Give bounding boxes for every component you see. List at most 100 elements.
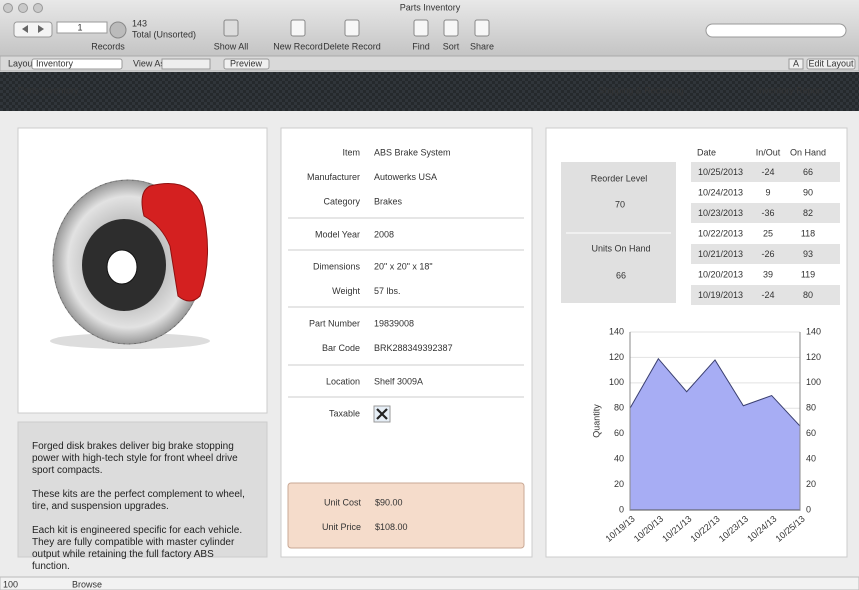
field-label: Location xyxy=(326,376,360,386)
toolbar-button[interactable]: Delete Record xyxy=(323,41,381,51)
description-paragraph: Each kit is engineered specific for each… xyxy=(32,525,243,572)
field-label: Category xyxy=(323,196,360,206)
field-value: ABS Brake System xyxy=(374,147,451,157)
table-cell: 9 xyxy=(765,187,770,197)
table-row xyxy=(691,244,840,264)
table-row xyxy=(691,223,840,244)
table-cell: 10/21/2013 xyxy=(698,249,743,259)
y2-tick-label: 100 xyxy=(806,377,821,387)
preview-button[interactable] xyxy=(223,58,270,70)
toolbar-icon xyxy=(290,19,306,37)
table-header: In/Out xyxy=(756,147,781,157)
minimize-button[interactable] xyxy=(18,3,28,13)
table-cell: 66 xyxy=(803,167,813,177)
header-bg xyxy=(0,72,859,111)
table-cell: 80 xyxy=(803,290,813,300)
field-label: Taxable xyxy=(329,408,360,418)
mode: Browse xyxy=(72,579,102,589)
y-tick-label: 80 xyxy=(614,403,624,413)
field-label: Model Year xyxy=(315,229,360,239)
table-cell: 10/22/2013 xyxy=(698,228,743,238)
table-row xyxy=(691,285,840,305)
text-size-button[interactable] xyxy=(788,58,804,70)
field-label: Weight xyxy=(332,286,360,296)
y-axis-label: Quantity xyxy=(591,404,601,438)
on-hand-label: Units On Hand xyxy=(591,243,650,253)
table-cell: -26 xyxy=(761,249,774,259)
description-panel xyxy=(17,421,268,558)
table-cell: 10/23/2013 xyxy=(698,208,743,218)
text-size-label: A xyxy=(793,58,799,68)
y-tick-label: 60 xyxy=(614,428,624,438)
status-bar xyxy=(0,576,859,590)
y2-tick-label: 20 xyxy=(806,479,816,489)
y2-tick-label: 140 xyxy=(806,326,821,336)
zoom-level: 100 xyxy=(3,579,18,589)
toolbar-button[interactable]: Find xyxy=(412,41,430,51)
table-row xyxy=(691,203,840,223)
description: Forged disk brakes deliver big brake sto… xyxy=(32,441,254,585)
reorder-label: Reorder Level xyxy=(591,173,648,183)
y2-tick-label: 40 xyxy=(806,454,816,464)
brake-image xyxy=(50,179,210,349)
y-tick-label: 120 xyxy=(609,352,624,362)
y-tick-label: 100 xyxy=(609,377,624,387)
y-tick-label: 0 xyxy=(619,504,624,514)
tab-inventory-report[interactable]: Inventory Report xyxy=(757,85,824,95)
table-header: On Hand xyxy=(790,147,826,157)
table-row xyxy=(691,162,840,182)
edit-layout-button[interactable] xyxy=(806,58,856,70)
price-label: Unit Cost xyxy=(324,497,362,507)
field-value: BRK288349392387 xyxy=(374,343,453,353)
table-cell: -36 xyxy=(761,208,774,218)
records-label: Records xyxy=(91,41,125,51)
tab-shipping[interactable]: Shipping & Receiving xyxy=(598,85,684,95)
zoom-button[interactable] xyxy=(33,3,43,13)
layout-menu[interactable] xyxy=(31,58,123,70)
view-buttons[interactable] xyxy=(161,58,211,70)
y2-tick-label: 80 xyxy=(806,403,816,413)
toolbar-icon xyxy=(344,19,360,37)
table-row xyxy=(691,182,840,203)
close-button[interactable] xyxy=(3,3,13,13)
toolbar-button[interactable]: Show All xyxy=(214,41,249,51)
preview-label: Preview xyxy=(230,58,263,68)
pricing-box xyxy=(287,482,525,549)
table-cell: -24 xyxy=(761,290,774,300)
on-hand-value: 66 xyxy=(616,270,626,280)
table-cell: 119 xyxy=(801,269,815,279)
table-cell: 10/20/2013 xyxy=(698,269,743,279)
description-paragraph: These kits are the perfect complement to… xyxy=(32,489,245,512)
field-label: Dimensions xyxy=(313,261,361,271)
price-label: Unit Price xyxy=(322,522,361,532)
field-label: Manufacturer xyxy=(307,172,360,182)
view-as-label: View As: xyxy=(133,58,167,68)
toolbar-icon xyxy=(413,19,429,37)
field-label: Item xyxy=(342,147,360,157)
toolbar-button[interactable]: Sort xyxy=(443,41,460,51)
table-cell: 10/19/2013 xyxy=(698,290,743,300)
y-tick-label: 140 xyxy=(609,326,624,336)
layout-label: Layout: xyxy=(8,58,38,68)
table-cell: 82 xyxy=(803,208,813,218)
toolbar-button[interactable]: New Record xyxy=(273,41,323,51)
reorder-value: 70 xyxy=(615,199,625,209)
search-field[interactable] xyxy=(705,23,847,38)
description-paragraph: Forged disk brakes deliver big brake sto… xyxy=(32,441,238,476)
found-count: 143 xyxy=(132,18,147,28)
table-cell: 10/24/2013 xyxy=(698,187,743,197)
checkmark xyxy=(376,408,388,420)
layout-bar xyxy=(0,55,859,72)
field-label: Bar Code xyxy=(322,343,360,353)
record-nav[interactable] xyxy=(13,21,53,38)
header-title: Parts Inventory xyxy=(18,85,79,95)
window-title: Parts Inventory xyxy=(400,2,461,12)
nav-arrows xyxy=(22,25,44,33)
field-value: Brakes xyxy=(374,196,403,206)
record-field[interactable] xyxy=(56,21,108,34)
price-value: $108.00 xyxy=(375,522,408,532)
field-value: 20" x 20" x 18" xyxy=(374,261,433,271)
layout-name: Inventory xyxy=(36,58,74,68)
toolbar-button[interactable]: Share xyxy=(470,41,494,51)
